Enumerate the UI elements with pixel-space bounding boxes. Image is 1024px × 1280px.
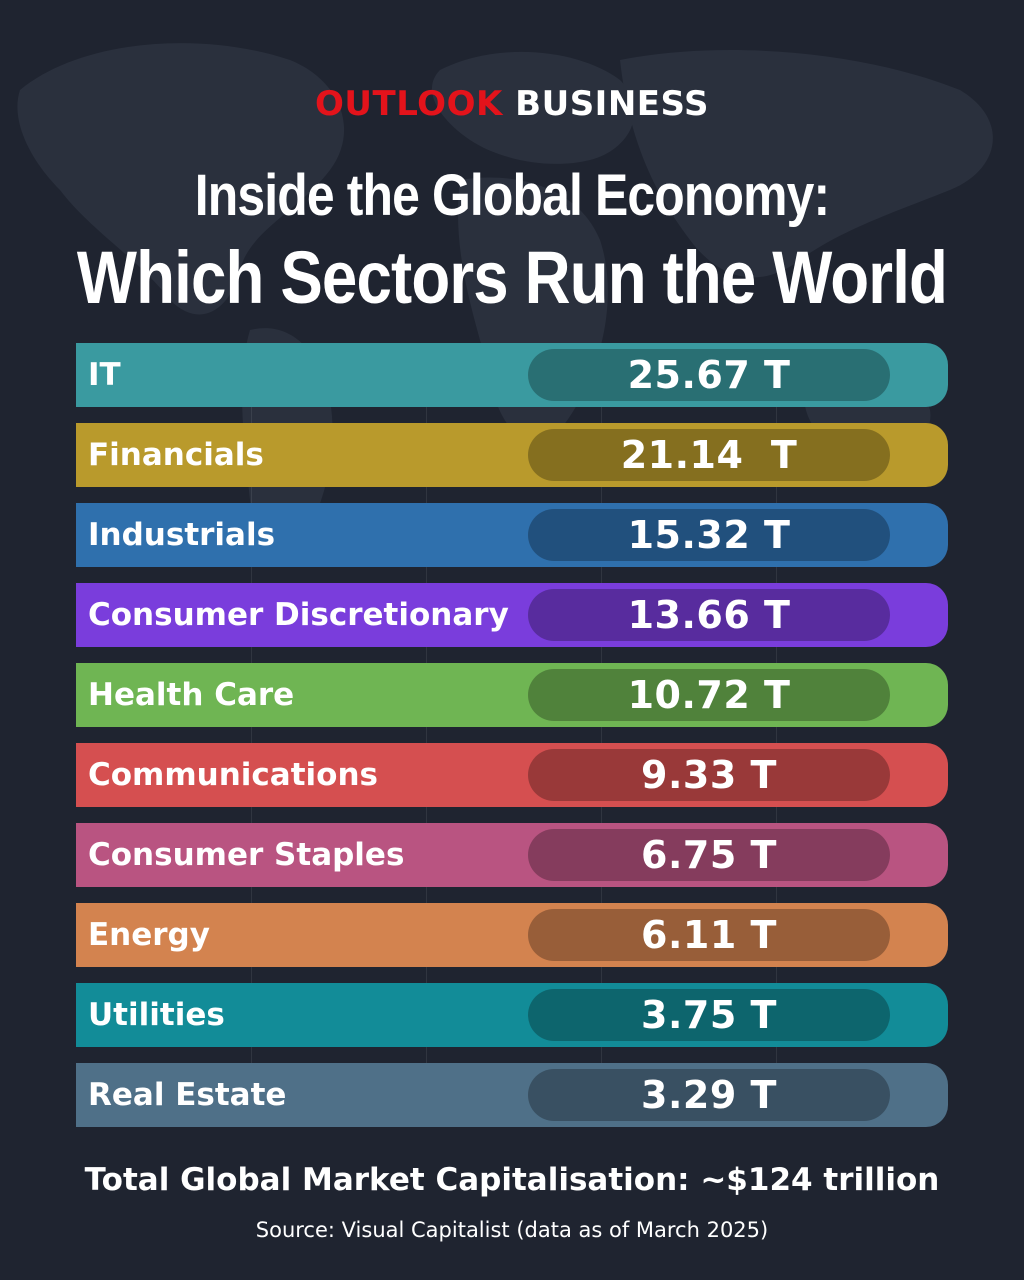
value-pill: 6.75 T xyxy=(528,829,890,881)
chart-title-line1: Inside the Global Economy: xyxy=(194,163,830,228)
brand-logo-part2: BUSINESS xyxy=(515,84,709,124)
brand-logo-part1: OUTLOOK xyxy=(315,84,503,124)
gridline xyxy=(776,343,777,1126)
gridline xyxy=(601,343,602,1126)
sector-value-label: 6.11 T xyxy=(641,913,777,957)
sector-value-label: 3.75 T xyxy=(641,993,777,1037)
sector-label: Financials xyxy=(88,437,264,473)
sector-row: Real Estate 3.29 T xyxy=(76,1063,948,1127)
brand-logo: OUTLOOK BUSINESS xyxy=(0,84,1024,124)
sector-row: Utilities 3.75 T xyxy=(76,983,948,1047)
value-pill: 25.67 T xyxy=(528,349,890,401)
sector-label: Utilities xyxy=(88,997,225,1033)
sector-value-label: 6.75 T xyxy=(641,833,777,877)
sector-label: Consumer Discretionary xyxy=(88,597,509,633)
sector-label: Real Estate xyxy=(88,1077,287,1113)
sector-label: Consumer Staples xyxy=(88,837,405,873)
sector-value-label: 9.33 T xyxy=(641,753,777,797)
sector-label: Communications xyxy=(88,757,378,793)
value-pill: 10.72 T xyxy=(528,669,890,721)
sector-chart: IT 25.67 T Financials 21.14 T Industrials 15.… xyxy=(76,343,948,1127)
sector-row: Energy 6.11 T xyxy=(76,903,948,967)
sector-row: Communications 9.33 T xyxy=(76,743,948,807)
sector-label: Health Care xyxy=(88,677,295,713)
gridline xyxy=(426,343,427,1126)
value-pill: 6.11 T xyxy=(528,909,890,961)
gridline xyxy=(251,343,252,1126)
value-pill: 13.66 T xyxy=(528,589,890,641)
sector-value-label: 3.29 T xyxy=(641,1073,777,1117)
sector-row: IT 25.67 T xyxy=(76,343,948,407)
sector-row: Consumer Staples 6.75 T xyxy=(76,823,948,887)
sector-row: Financials 21.14 T xyxy=(76,423,948,487)
sector-label: IT xyxy=(88,357,121,393)
value-pill: 15.32 T xyxy=(528,509,890,561)
sector-row: Industrials 15.32 T xyxy=(76,503,948,567)
sector-value-label: 10.72 T xyxy=(627,673,791,717)
sector-row: Health Care 10.72 T xyxy=(76,663,948,727)
value-pill: 21.14 T xyxy=(528,429,890,481)
sector-value-label: 13.66 T xyxy=(627,593,791,637)
sector-row: Consumer Discretionary 13.66 T xyxy=(76,583,948,647)
total-market-cap: Total Global Market Capitalisation: ~$12… xyxy=(84,1162,940,1198)
value-pill: 9.33 T xyxy=(528,749,890,801)
value-pill: 3.75 T xyxy=(528,989,890,1041)
value-pill: 3.29 T xyxy=(528,1069,890,1121)
sector-value-label: 21.14 T xyxy=(620,433,798,477)
sector-value-label: 25.67 T xyxy=(627,353,791,397)
chart-title-line2: Which Sectors Run the World xyxy=(76,236,948,319)
sector-label: Energy xyxy=(88,917,210,953)
sector-label: Industrials xyxy=(88,517,276,553)
sector-value-label: 15.32 T xyxy=(627,513,791,557)
source-note: Source: Visual Capitalist (data as of Ma… xyxy=(255,1218,769,1242)
